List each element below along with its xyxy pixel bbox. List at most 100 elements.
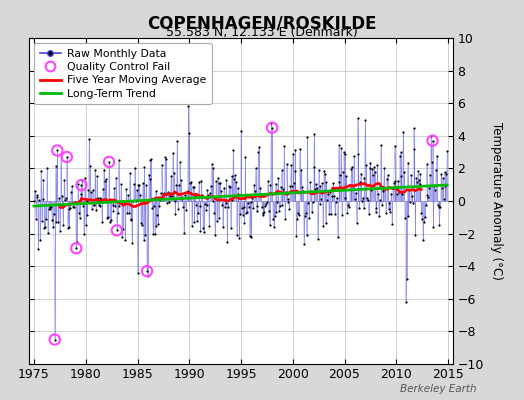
Point <box>55 195 63 201</box>
Text: 55.583 N, 12.133 E (Denmark): 55.583 N, 12.133 E (Denmark) <box>166 26 358 39</box>
Point <box>416 181 424 188</box>
Point <box>352 189 360 196</box>
Point <box>370 169 379 176</box>
Point <box>50 336 59 343</box>
Point <box>171 210 180 217</box>
Point <box>144 273 152 279</box>
Point <box>252 165 260 171</box>
Point <box>370 164 378 170</box>
Point <box>209 198 217 204</box>
Point <box>66 204 74 211</box>
Point <box>94 202 103 208</box>
Point <box>366 159 375 166</box>
Point <box>277 184 285 190</box>
Point <box>321 171 329 178</box>
Point <box>246 199 255 205</box>
Point <box>206 183 215 190</box>
Point <box>79 203 88 210</box>
Point <box>170 170 178 176</box>
Point <box>285 206 293 212</box>
Point <box>166 193 174 199</box>
Point <box>278 201 287 208</box>
Point <box>51 163 60 169</box>
Point <box>128 240 137 247</box>
Point <box>266 182 275 188</box>
Point <box>230 176 238 182</box>
Point <box>305 214 313 221</box>
Point <box>43 165 51 171</box>
Point <box>241 154 249 160</box>
Point <box>273 199 281 206</box>
Point <box>277 167 286 174</box>
Point <box>70 199 79 206</box>
Point <box>150 231 159 237</box>
Point <box>177 177 185 183</box>
Point <box>157 190 165 196</box>
Point <box>96 195 105 202</box>
Point <box>330 193 339 200</box>
Point <box>426 172 434 178</box>
Point <box>395 189 403 196</box>
Point <box>50 336 59 343</box>
Point <box>303 134 312 141</box>
Point <box>88 206 96 212</box>
Point <box>245 204 253 210</box>
Point <box>357 170 365 177</box>
Point <box>198 192 206 198</box>
Point <box>279 186 288 193</box>
Point <box>321 220 330 227</box>
Point <box>233 231 241 238</box>
Point <box>125 209 133 216</box>
Point <box>417 210 425 216</box>
Point <box>53 147 61 154</box>
Point <box>56 228 64 235</box>
Point <box>60 176 68 183</box>
Point <box>73 238 81 245</box>
Point <box>406 199 414 206</box>
Point <box>378 188 387 195</box>
Point <box>48 217 56 224</box>
Point <box>425 185 433 191</box>
Point <box>432 167 440 174</box>
Point <box>334 142 343 149</box>
Point <box>138 180 147 186</box>
Point <box>261 202 269 209</box>
Point <box>225 183 233 189</box>
Point <box>428 159 436 166</box>
Point <box>421 214 429 221</box>
Point <box>61 197 69 203</box>
Point <box>150 202 158 209</box>
Point <box>95 202 104 209</box>
Point <box>102 176 111 182</box>
Point <box>38 218 46 225</box>
Point <box>83 212 92 218</box>
Point <box>91 167 100 173</box>
Point <box>301 210 310 217</box>
Point <box>158 191 167 198</box>
Point <box>365 211 373 218</box>
Point <box>259 209 268 216</box>
Point <box>143 268 151 274</box>
Point <box>414 177 423 183</box>
Point <box>257 192 265 198</box>
Point <box>367 186 376 193</box>
Point <box>362 162 370 168</box>
Point <box>72 245 81 252</box>
Point <box>418 216 427 222</box>
Point <box>296 146 304 152</box>
Point <box>114 157 123 163</box>
Point <box>68 183 76 189</box>
Point <box>276 202 284 209</box>
Point <box>247 233 256 240</box>
Point <box>190 219 199 225</box>
Point <box>112 175 120 182</box>
Point <box>87 189 95 195</box>
Point <box>89 202 97 208</box>
Point <box>183 188 192 194</box>
Point <box>363 195 371 202</box>
Point <box>349 183 357 189</box>
Point <box>162 200 171 207</box>
Point <box>148 204 156 211</box>
Point <box>369 172 377 178</box>
Point <box>81 174 89 181</box>
